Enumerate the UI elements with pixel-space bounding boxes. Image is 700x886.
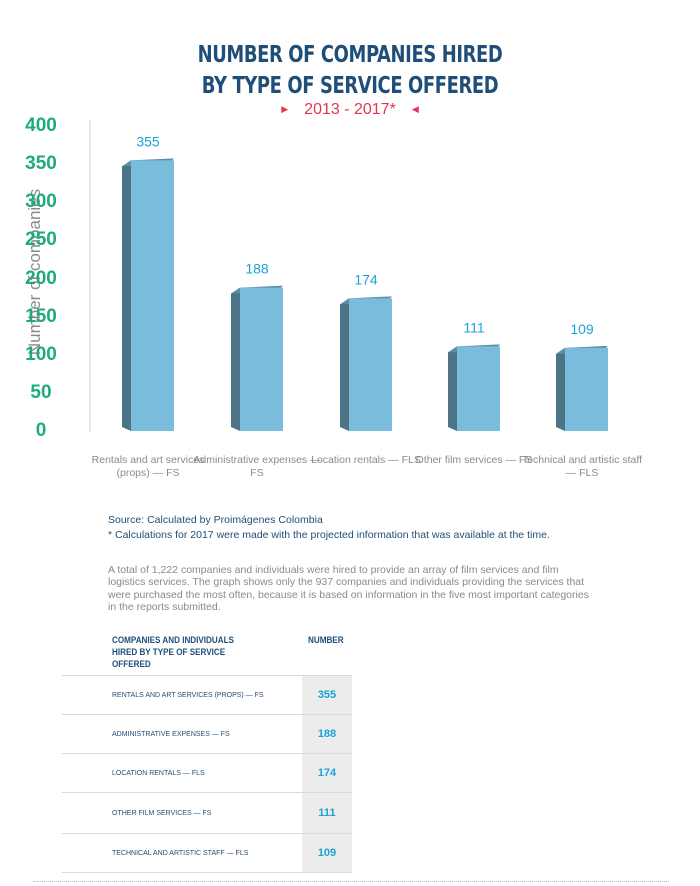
table-row: ADMINISTRATIVE EXPENSES — FS 188 [62,715,352,754]
x-category-label: Location rentals — FLS [311,454,421,466]
table-row-label: TECHNICAL AND ARTISTIC STAFF — FLS [112,849,249,857]
services-table: RENTALS AND ART SERVICES (PROPS) — FS 355… [62,675,352,873]
table-row: RENTALS AND ART SERVICES (PROPS) — FS 355 [62,675,352,715]
left-triangle-icon: ◀ [411,104,419,114]
bar-side [448,346,457,431]
table-header-label: COMPANIES AND INDIVIDUALS HIRED BY TYPE … [112,635,234,669]
table-row: TECHNICAL AND ARTISTIC STAFF — FLS 109 [62,834,352,873]
title-line-1: NUMBER OF COMPANIES HIRED [197,42,503,68]
x-category-label: Other film services — FS [415,454,533,466]
subtitle-text: 2013 - 2017* [304,101,396,118]
table-header-number: NUMBER [308,635,344,645]
subtitle: ▶ 2013 - 2017* ◀ [0,101,700,119]
bar [240,287,283,431]
bar-value-label: 111 [463,319,484,335]
footnote-text: * Calculations for 2017 were made with t… [108,529,550,541]
table-row-number: 174 [302,754,352,792]
table-row-label: ADMINISTRATIVE EXPENSES — FS [112,730,230,738]
y-tick-label: 0 [35,420,47,441]
table-row-number: 111 [302,793,352,833]
y-tick-label: 350 [25,153,57,175]
table-row-number: 188 [302,715,352,753]
bar-value-label: 174 [354,271,378,287]
table-row: OTHER FILM SERVICES — FS 111 [62,793,352,834]
table-row-label: OTHER FILM SERVICES — FS [112,809,212,817]
source-text: Source: Calculated by Proimágenes Colomb… [108,514,323,526]
bar-value-label: 355 [136,133,160,149]
y-tick-label: 400 [25,115,57,136]
y-tick-label: 100 [25,343,57,365]
x-category-label: Rentals and art services (props) — FS [91,454,205,479]
bar-chart: 355 188 174 111 109 [89,120,608,432]
table-row-number: 109 [302,834,352,872]
table-row-label: RENTALS AND ART SERVICES (PROPS) — FS [112,691,264,699]
table-row: LOCATION RENTALS — FLS 174 [62,754,352,793]
bar-value-label: 188 [245,261,269,277]
table-row-number: 355 [302,676,352,714]
bar-side [340,298,349,431]
right-triangle-icon: ▶ [281,104,289,114]
bar [349,298,392,431]
title-line-2: BY TYPE OF SERVICE OFFERED [201,73,499,99]
bar-side [556,347,565,431]
bar [131,160,174,431]
bar-value-label: 109 [570,321,594,337]
y-tick-label: 250 [25,229,57,251]
bar-side [231,287,240,431]
bars-group: 355 188 174 111 109 [122,133,608,431]
x-category-label: Technical and artistic staff — FLS [521,454,643,479]
dotted-divider [33,881,669,882]
description-paragraph: A total of 1,222 companies and individua… [108,564,589,613]
y-tick-label: 200 [25,267,57,289]
y-tick-label: 300 [25,191,57,213]
table-row-label: LOCATION RENTALS — FLS [112,769,205,777]
bar [457,346,500,431]
bar-side [122,160,131,431]
y-tick-label: 50 [30,381,52,403]
x-category-label: Administrative expenses — FS [193,454,321,479]
y-tick-label: 150 [25,305,57,327]
bar [565,347,608,431]
chart-title: NUMBER OF COMPANIES HIRED BY TYPE OF SER… [77,40,623,102]
